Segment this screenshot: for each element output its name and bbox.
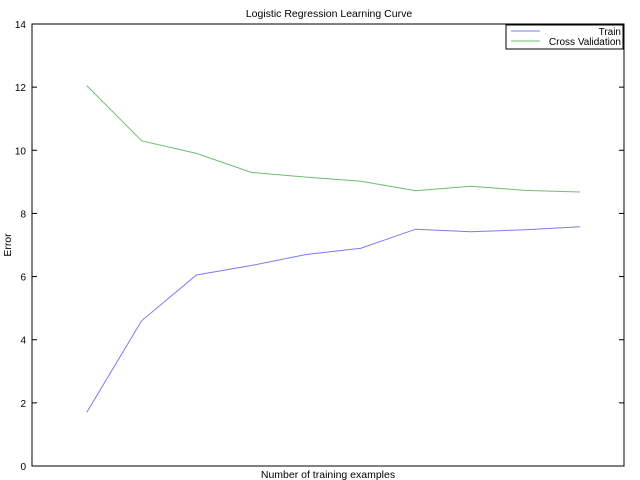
series-group [86, 85, 581, 413]
x-axis-label: Number of training examples [261, 469, 395, 480]
legend-label: Train [599, 27, 621, 38]
y-tick-label: 14 [15, 20, 27, 31]
y-axis-label: Error [2, 233, 14, 257]
plot-frame [31, 23, 625, 467]
series-line-train [86, 226, 581, 413]
y-tick-label: 4 [20, 336, 26, 347]
chart-title: Logistic Regression Learning Curve [246, 8, 412, 20]
y-tick-label: 8 [20, 209, 26, 220]
y-tick-label: 12 [15, 83, 27, 94]
y-tick-label: 6 [20, 273, 26, 284]
y-axis: 0 2 4 6 8 10 12 14 [15, 20, 624, 473]
y-tick-label: 2 [20, 399, 26, 410]
series-line-cross-validation [86, 85, 581, 193]
legend-box [505, 24, 624, 50]
y-tick-label: 10 [15, 146, 27, 157]
y-tick-label: 0 [20, 462, 26, 473]
legend-label: Cross Validation [549, 37, 621, 48]
